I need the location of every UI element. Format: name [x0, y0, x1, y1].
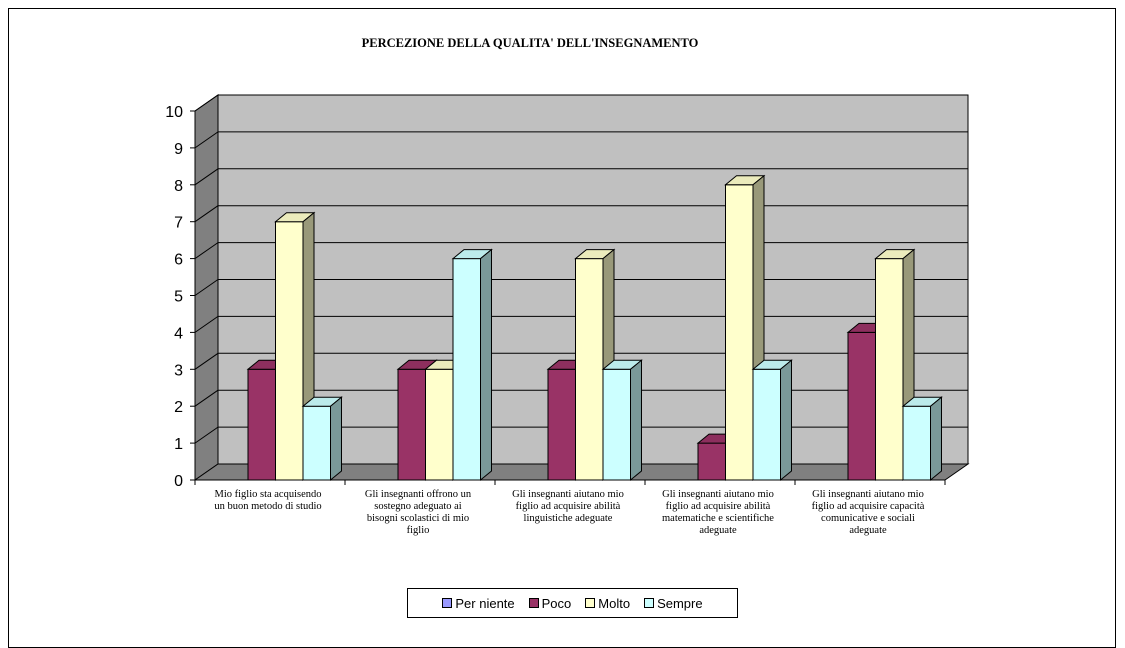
bar-side	[330, 396, 342, 482]
chart-legend: Per niente Poco Molto Sempre	[407, 588, 738, 618]
x-tick-label: Gli insegnanti offrono un	[365, 489, 472, 500]
legend-item: Poco	[528, 595, 572, 611]
legend-item: Sempre	[644, 596, 703, 611]
x-tick-label: comunicative e sociali	[821, 513, 915, 524]
x-tick-label: Gli insegnanti aiutano mio	[512, 489, 624, 500]
bar	[602, 368, 631, 481]
bar	[875, 258, 904, 481]
x-tick-label: Gli insegnanti aiutano mio	[662, 489, 774, 500]
x-tick-label: Gli insegnanti aiutano mio	[812, 489, 924, 500]
x-tick-label: un buon metodo di studio	[214, 501, 321, 512]
bar	[275, 221, 304, 481]
x-tick-label: Mio figlio sta acquisendo	[214, 489, 321, 500]
bar	[847, 331, 876, 481]
y-tick-label: 7	[174, 215, 183, 232]
legend-swatch	[644, 598, 655, 608]
x-tick-label: adeguate	[849, 525, 887, 536]
bar	[575, 258, 604, 481]
y-tick-label: 2	[174, 399, 183, 416]
bar	[725, 184, 754, 481]
bar	[752, 368, 781, 481]
x-tick-label: linguistiche adeguate	[524, 513, 613, 524]
y-tick-label: 1	[174, 436, 183, 453]
legend-label: Poco	[541, 595, 572, 611]
gridline-side	[194, 205, 219, 223]
legend-label: Sempre	[657, 595, 703, 611]
chart-title: PERCEZIONE DELLA QUALITA' DELL'INSEGNAME…	[361, 36, 699, 50]
bar	[425, 368, 454, 481]
bar	[452, 258, 481, 481]
bar-side	[630, 359, 642, 482]
legend-swatch	[528, 598, 539, 608]
x-tick-label: matematiche e scientifiche	[662, 513, 774, 524]
bar	[247, 368, 276, 481]
x-tick-label: figlio	[407, 525, 430, 536]
x-tick-label: bisogni scolastici di mio	[367, 513, 469, 524]
legend-swatch	[585, 598, 596, 608]
bar	[302, 405, 331, 481]
x-tick-label: figlio ad acquisire abilità	[666, 501, 771, 512]
gridline-side	[194, 352, 219, 370]
gridline-side	[194, 315, 219, 333]
y-tick-label: 10	[165, 104, 183, 121]
bar-side	[480, 248, 492, 482]
x-tick-label: sostegno adeguato ai	[374, 501, 462, 512]
x-tick-label: figlio ad acquisire capacità	[812, 501, 925, 512]
legend-item: Molto	[585, 596, 630, 611]
legend-label: Molto	[598, 595, 631, 611]
legend-label: Per niente	[455, 595, 515, 611]
y-tick-label: 9	[174, 141, 183, 158]
gridline-side	[194, 279, 219, 296]
y-tick-label: 4	[174, 325, 183, 342]
gridline-side	[194, 168, 219, 186]
bar	[397, 368, 426, 481]
y-tick-label: 6	[174, 252, 183, 269]
bar-chart: 0 1 2 3 4 5 6 7 8 9 10 Mio figlio sta acquisendoun …	[165, 94, 970, 536]
bar	[547, 368, 576, 481]
gridline-side	[194, 426, 219, 444]
y-tick-label: 0	[174, 473, 183, 490]
bar-side	[780, 359, 792, 482]
gridline-side	[194, 242, 219, 260]
legend-item: Per niente	[442, 595, 515, 611]
y-tick-label: 3	[174, 362, 183, 379]
bar-side	[930, 396, 942, 482]
gridline-side	[194, 94, 219, 112]
x-tick-label: figlio ad acquisire abilità	[516, 501, 621, 512]
y-tick-label: 5	[174, 289, 183, 306]
y-tick-label: 8	[174, 178, 183, 195]
bar	[697, 442, 726, 481]
legend-swatch	[442, 598, 453, 608]
bar	[902, 405, 931, 481]
x-tick-label: adeguate	[699, 525, 737, 536]
gridline-side	[194, 389, 219, 407]
gridline-side	[194, 131, 219, 149]
